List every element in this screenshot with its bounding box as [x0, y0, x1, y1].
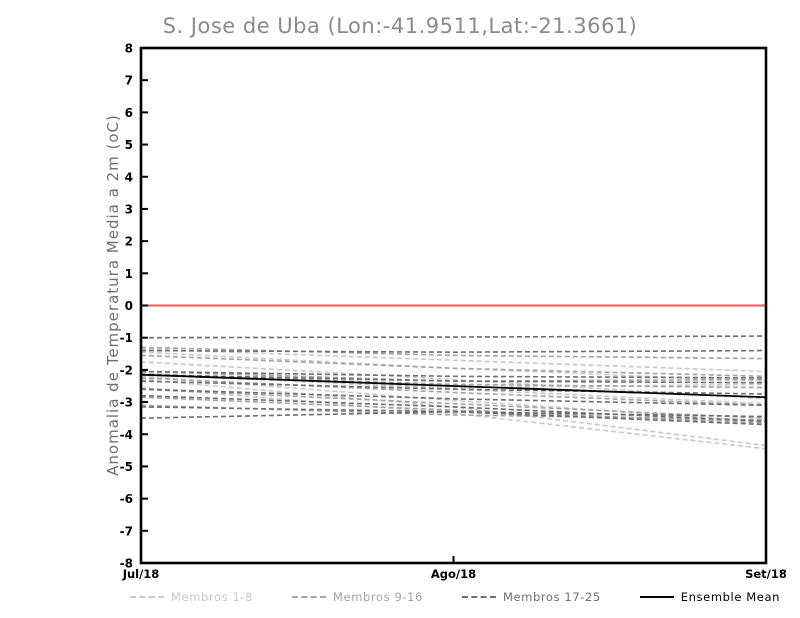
- member-line: [140, 410, 767, 419]
- y-tick-label: -7: [120, 524, 133, 538]
- legend-line-swatch-icon: [292, 596, 327, 598]
- legend-item-label: Membros 9-16: [333, 590, 423, 604]
- y-tick-label: -6: [120, 492, 133, 506]
- legend-line-swatch-icon: [130, 596, 164, 598]
- x-tick-label: Set/18: [745, 567, 787, 581]
- legend-line-swatch-icon: [639, 596, 674, 598]
- y-tick-label: 6: [125, 106, 133, 120]
- member-line: [140, 348, 767, 373]
- member-line: [140, 370, 767, 379]
- legend-item-label: Membros 1-8: [171, 590, 254, 604]
- member-line: [140, 386, 767, 450]
- legend-item[interactable]: Ensemble Mean: [639, 590, 780, 604]
- y-tick-label: 3: [125, 202, 133, 216]
- y-tick-label: -4: [120, 428, 133, 442]
- y-tick-label: 7: [125, 74, 133, 88]
- y-tick-label: 4: [125, 170, 133, 184]
- legend-item[interactable]: Membros 9-16: [292, 590, 423, 604]
- series-group: [140, 335, 767, 450]
- member-line: [140, 377, 767, 407]
- legend-line-swatch-icon: [461, 596, 496, 598]
- member-line: [140, 354, 767, 378]
- legend-item-label: Ensemble Mean: [680, 590, 780, 604]
- y-tick-label: -5: [120, 460, 133, 474]
- member-line: [140, 380, 767, 395]
- member-line: [140, 373, 767, 384]
- member-line: [140, 388, 767, 419]
- y-tick-label: -8: [120, 557, 133, 571]
- ensemble-mean-line: [140, 373, 767, 399]
- legend-item[interactable]: Membros 1-8: [130, 590, 253, 604]
- legend-item-label: Membros 17-25: [502, 590, 601, 604]
- y-tick-label: 2: [125, 235, 133, 249]
- y-tick-label: -3: [120, 396, 133, 410]
- member-line: [140, 346, 767, 360]
- x-tick-label: Ago/18: [431, 567, 476, 581]
- x-tick-label: Jul/18: [122, 567, 160, 581]
- y-tick-label: 8: [125, 42, 133, 56]
- member-line: [140, 394, 767, 423]
- y-tick-label: -1: [120, 331, 133, 345]
- member-line: [140, 335, 767, 339]
- y-axis-ticks: 8 7 6 5 4 3 2 1 0 -1 -2 -3 -4 -5 -6 -7 -8: [120, 42, 148, 571]
- member-line: [140, 388, 767, 407]
- x-axis-ticks: Jul/18 Ago/18 Set/18: [122, 556, 787, 581]
- chart-legend: Membros 1-8 Membros 9-16 Membros 17-25 Ense…: [130, 586, 794, 608]
- legend-item[interactable]: Membros 17-25: [461, 590, 601, 604]
- page-title: S. Jose de Uba (Lon:-41.9511,Lat:-21.366…: [162, 14, 638, 38]
- y-tick-label: 1: [125, 267, 133, 281]
- member-line: [140, 349, 767, 353]
- y-tick-label: 5: [125, 138, 133, 152]
- y-tick-label: 0: [125, 299, 133, 313]
- y-tick-label: -2: [120, 363, 133, 377]
